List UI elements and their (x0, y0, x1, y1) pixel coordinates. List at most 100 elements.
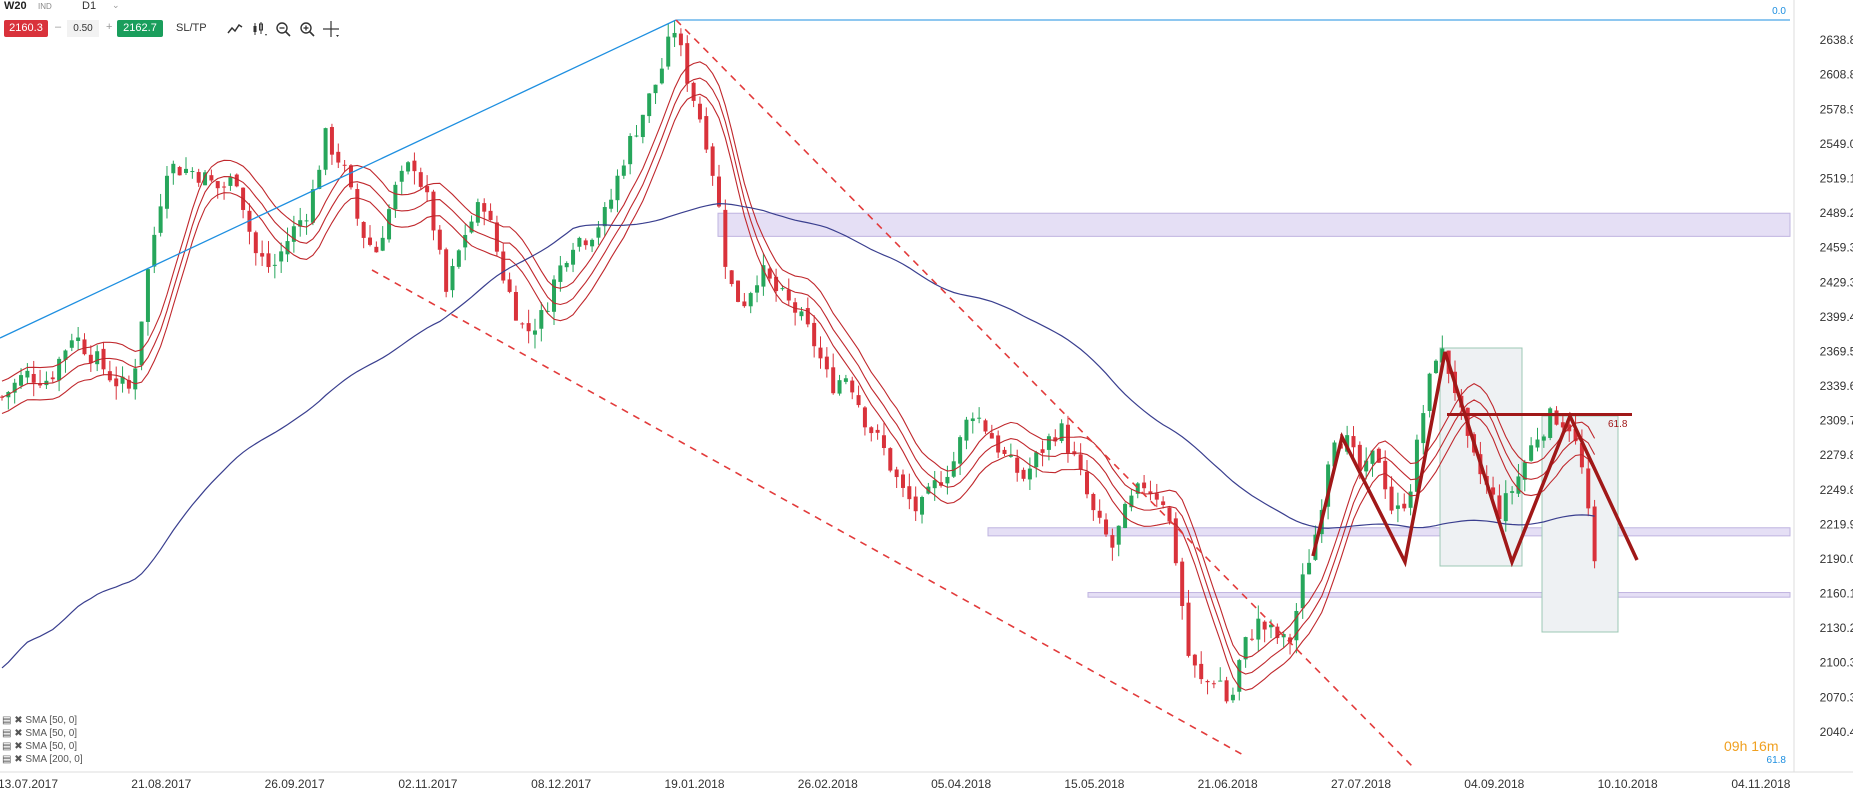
candle[interactable] (691, 81, 696, 108)
candle[interactable] (260, 240, 265, 266)
candle[interactable] (95, 345, 100, 372)
candle[interactable] (710, 143, 715, 186)
candle[interactable] (672, 20, 677, 47)
candle[interactable] (50, 371, 55, 383)
candle[interactable] (63, 349, 68, 373)
candle[interactable] (1084, 460, 1089, 499)
support-resistance-zone[interactable] (1087, 592, 1791, 598)
candle[interactable] (190, 167, 195, 179)
candle[interactable] (475, 198, 480, 227)
candle[interactable] (1135, 482, 1140, 499)
candle[interactable] (1091, 492, 1096, 521)
candle[interactable] (843, 374, 848, 385)
candle[interactable] (507, 272, 512, 294)
candle[interactable] (1002, 446, 1007, 456)
candle[interactable] (1414, 434, 1419, 493)
candle[interactable] (1370, 450, 1375, 477)
candle[interactable] (1529, 437, 1534, 462)
candle[interactable] (272, 253, 277, 279)
candle[interactable] (1205, 679, 1210, 695)
candle[interactable] (196, 168, 201, 187)
candle[interactable] (1199, 651, 1204, 684)
candle[interactable] (571, 242, 576, 273)
candle[interactable] (1161, 496, 1166, 509)
candle[interactable] (323, 127, 328, 176)
candle[interactable] (793, 297, 798, 326)
candle[interactable] (1522, 459, 1527, 492)
sell-price-button[interactable]: 2160.3 (4, 20, 48, 37)
candle[interactable] (761, 252, 766, 296)
candle[interactable] (171, 160, 176, 185)
candle[interactable] (437, 225, 442, 255)
candle[interactable] (1097, 499, 1102, 524)
candle[interactable] (520, 322, 525, 329)
candle[interactable] (228, 173, 233, 191)
candle[interactable] (247, 203, 252, 245)
candle[interactable] (241, 187, 246, 219)
candle[interactable] (577, 236, 582, 252)
candle[interactable] (393, 181, 398, 218)
candle[interactable] (336, 143, 341, 169)
candle[interactable] (678, 28, 683, 57)
candle[interactable] (602, 202, 607, 237)
candle[interactable] (552, 275, 557, 325)
candle[interactable] (1243, 636, 1248, 668)
candle[interactable] (888, 447, 893, 473)
candle[interactable] (368, 225, 373, 247)
candle[interactable] (824, 347, 829, 378)
candle[interactable] (1389, 476, 1394, 515)
candle[interactable] (583, 238, 588, 250)
candle[interactable] (1040, 440, 1045, 467)
candle[interactable] (463, 224, 468, 261)
legend-item[interactable]: ▤ ✖ SMA [50, 0] (2, 728, 78, 739)
candle[interactable] (634, 125, 639, 138)
candle[interactable] (158, 193, 163, 237)
candle[interactable] (1186, 589, 1191, 658)
candle[interactable] (342, 159, 347, 172)
candle[interactable] (609, 188, 614, 213)
legend-item[interactable]: ▤ ✖ SMA [50, 0] (2, 715, 78, 726)
line-chart-icon[interactable] (226, 20, 244, 38)
candle[interactable] (869, 426, 874, 442)
candle[interactable] (907, 473, 912, 510)
candle[interactable] (958, 435, 963, 475)
candle[interactable] (425, 175, 430, 203)
volume-decrease-button[interactable]: – (55, 21, 62, 33)
candle[interactable] (1230, 687, 1235, 703)
candle[interactable] (1167, 507, 1172, 525)
candle[interactable] (526, 309, 531, 344)
candle[interactable] (881, 422, 886, 456)
candle[interactable] (1516, 464, 1521, 498)
candle[interactable] (222, 181, 227, 200)
legend-item[interactable]: ▤ ✖ SMA [200, 0] (2, 754, 83, 765)
candle[interactable] (685, 35, 690, 92)
candle[interactable] (920, 495, 925, 524)
volume-increase-button[interactable]: + (106, 21, 113, 33)
candle[interactable] (1433, 359, 1438, 374)
candle[interactable] (1294, 603, 1299, 654)
candle[interactable] (983, 418, 988, 434)
chevron-down-icon[interactable]: ⌄ (112, 0, 120, 10)
candle[interactable] (406, 161, 411, 175)
candle[interactable] (1402, 493, 1407, 512)
plot-area[interactable]: 0.0 61.8 61.8 (0, 6, 1791, 767)
candle[interactable] (1065, 415, 1070, 463)
candle[interactable] (558, 255, 563, 292)
candle[interactable] (215, 180, 220, 199)
candle[interactable] (1275, 623, 1280, 644)
candle[interactable] (298, 207, 303, 237)
candle[interactable] (697, 96, 702, 123)
spread-value[interactable]: 0.50 (67, 20, 99, 37)
pattern-zigzag[interactable] (1311, 351, 1639, 568)
candle[interactable] (317, 165, 322, 190)
candle[interactable] (647, 93, 652, 123)
candle[interactable] (76, 326, 81, 351)
candle[interactable] (1592, 499, 1597, 569)
candle[interactable] (234, 173, 239, 188)
candle[interactable] (38, 369, 43, 389)
candle[interactable] (412, 152, 417, 185)
channel-upper-line[interactable] (675, 19, 1413, 767)
candle[interactable] (729, 270, 734, 287)
candle[interactable] (1364, 447, 1369, 480)
